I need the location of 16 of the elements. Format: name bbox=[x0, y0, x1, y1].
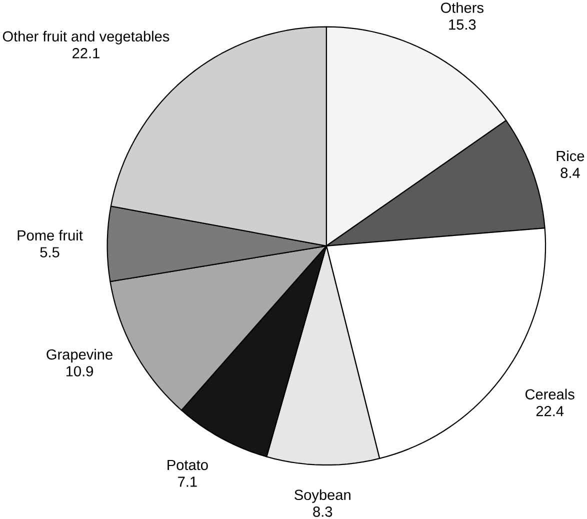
data-label: 8.4 bbox=[560, 168, 580, 178]
data-label: 22.1 bbox=[72, 48, 100, 58]
slice-label: Grapevine bbox=[46, 348, 112, 362]
data-label: 10.9 bbox=[66, 366, 93, 376]
data-label: 22.4 bbox=[536, 406, 564, 416]
data-label: 7.1 bbox=[178, 476, 197, 487]
slice-label: Other fruit and vegetables bbox=[2, 30, 170, 44]
slice-label: Cereals bbox=[525, 388, 574, 400]
slice-label: Rice bbox=[556, 150, 584, 162]
data-label: 5.5 bbox=[40, 247, 60, 258]
slice-label: Others bbox=[441, 2, 484, 13]
data-label: 15.3 bbox=[449, 19, 476, 30]
slice-label: Soybean bbox=[294, 489, 350, 503]
slice-label: Pome fruit bbox=[18, 230, 83, 241]
slice-label: Potato bbox=[168, 460, 208, 470]
data-label: 8.3 bbox=[313, 506, 332, 517]
